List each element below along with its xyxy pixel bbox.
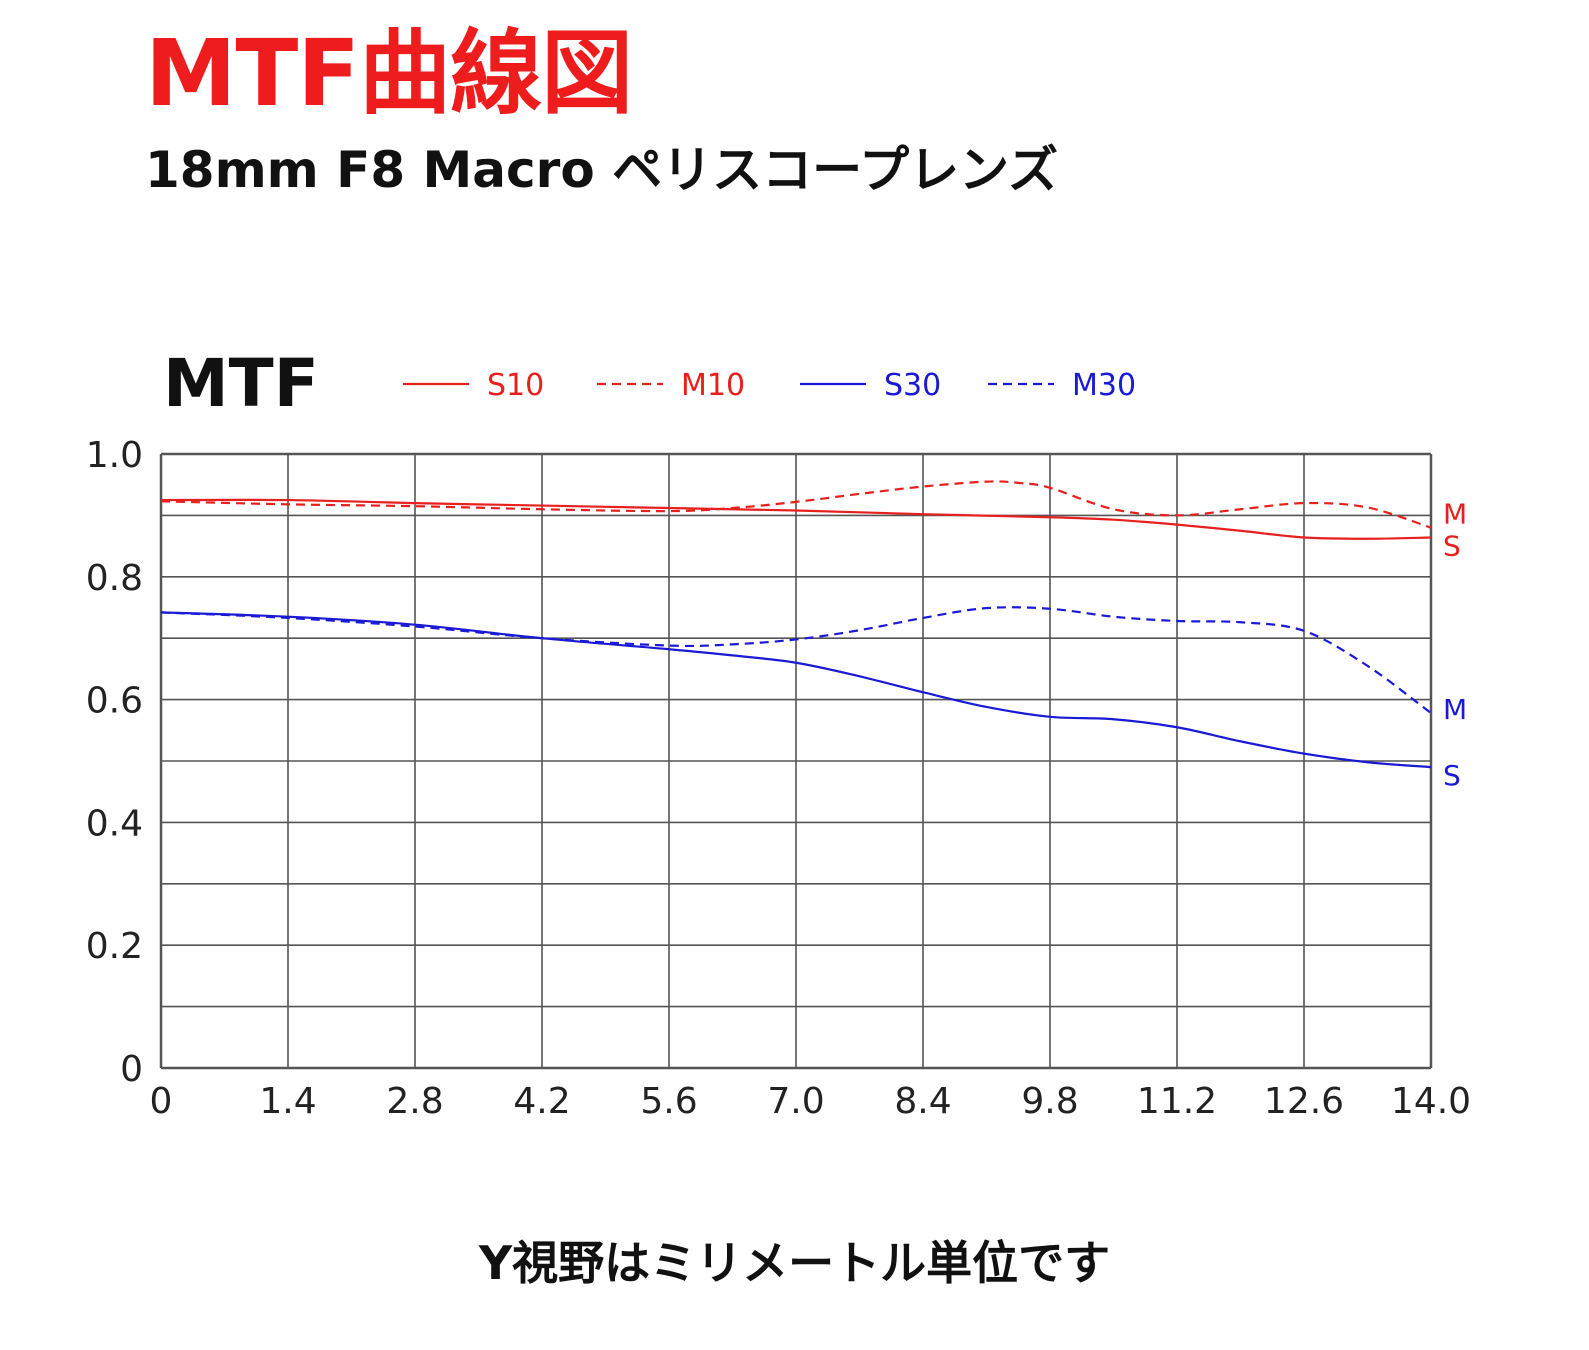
legend-label-m30: M30 [1072,368,1136,403]
series-line-s30 [160,611,1432,769]
x-tick-label: 8.4 [894,1081,951,1122]
page-subtitle: 18mm F8 Macro ペリスコープレンズ [145,141,1059,199]
end-label-s30: S [1443,759,1461,792]
series-line-m30 [160,606,1432,714]
page-title: MTF曲線図 [145,20,633,127]
series-line-m10 [160,480,1432,529]
x-tick-label: 1.4 [259,1081,316,1122]
end-label-m10: M [1443,498,1467,531]
x-tick-label: 5.6 [640,1081,697,1122]
x-tick-label: 12.6 [1264,1081,1344,1122]
y-axis-label: MTF [163,345,319,422]
axis-ticks: 0 1.4 2.8 4.2 5.6 7.0 8.4 9.8 11.2 12.6 14.0 0 0.2 0.… [86,435,1471,1122]
y-tick-label: 0.4 [86,803,143,844]
chart-grid [159,452,1433,1070]
series-line-s10 [160,498,1432,540]
x-tick-label: 11.2 [1137,1081,1217,1122]
x-tick-label: 7.0 [767,1081,824,1122]
x-tick-label: 2.8 [386,1081,443,1122]
x-tick-label: 14.0 [1391,1081,1471,1122]
y-tick-label: 0.2 [86,926,143,967]
x-tick-label: 0 [150,1081,173,1122]
y-tick-label: 0.8 [86,558,143,599]
end-label-s10: S [1443,530,1461,563]
x-tick-label: 9.8 [1021,1081,1078,1122]
legend-label-s10: S10 [487,368,544,403]
footer-note: Y視野はミリメートル単位です [478,1236,1111,1290]
y-tick-label: 0 [120,1049,143,1090]
chart-series [160,480,1432,769]
legend-label-m10: M10 [681,368,745,403]
chart-legend: S10 M10 S30 M30 [403,368,1136,403]
end-label-m30: M [1443,693,1467,726]
y-tick-label: 1.0 [86,435,143,476]
x-tick-label: 4.2 [513,1081,570,1122]
y-tick-label: 0.6 [86,681,143,722]
legend-label-s30: S30 [884,368,941,403]
